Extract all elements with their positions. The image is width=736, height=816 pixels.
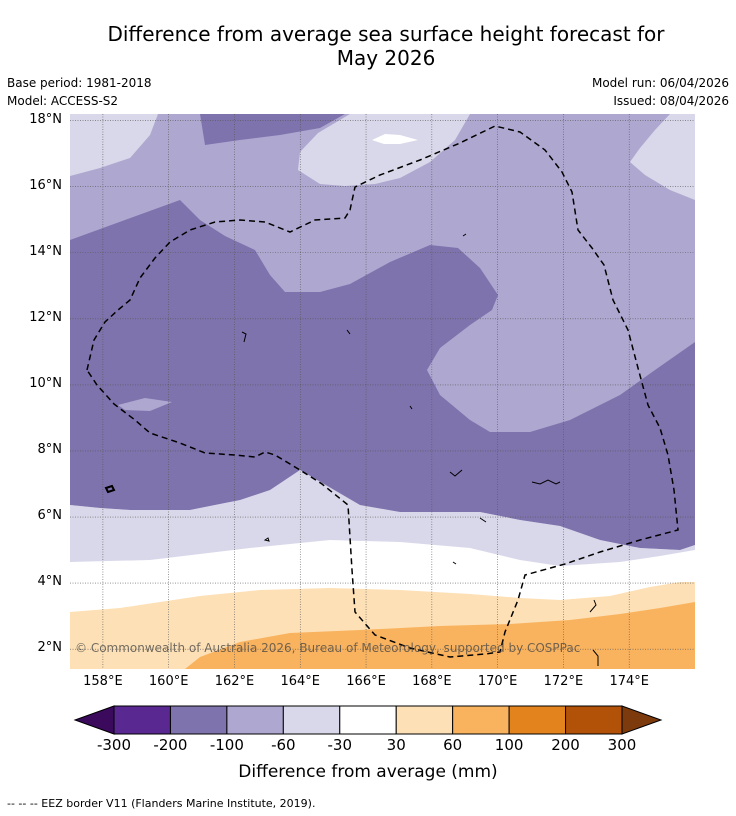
lon-label: 168°E <box>412 674 452 689</box>
island-12 <box>462 233 467 237</box>
lon-label: 166°E <box>346 674 386 689</box>
lon-label: 164°E <box>280 674 321 689</box>
islands <box>104 233 599 666</box>
eez-border <box>86 125 679 658</box>
title-line-2: May 2026 <box>336 46 436 70</box>
title-line-1: Difference from average sea surface heig… <box>107 22 665 46</box>
map-grid <box>70 114 695 669</box>
colorbar-tick: 30 <box>386 736 406 754</box>
copyright-notice: © Commonwealth of Australia 2026, Bureau… <box>75 641 581 655</box>
colorbar-cell <box>226 705 284 735</box>
island-5 <box>531 479 561 485</box>
lat-label: 10°N <box>29 375 62 391</box>
region-light-top-middle <box>298 114 470 186</box>
colorbar-tick: -30 <box>327 736 353 754</box>
region-white-fleck <box>372 134 418 144</box>
colorbar-low-extend <box>73 705 115 735</box>
region-light-top-left <box>70 114 158 176</box>
map-title: Difference from average sea surface heig… <box>60 22 712 70</box>
meta-left: Base period: 1981-2018 Model: ACCESS-S2 <box>7 74 152 110</box>
eez-footnote: -- -- -- EEZ border V11 (Flanders Marine… <box>7 797 316 810</box>
lat-label: 2°N <box>37 640 63 656</box>
lon-label: 158°E <box>83 674 123 689</box>
lat-label: 14°N <box>29 243 62 259</box>
island-1 <box>104 484 116 494</box>
colorbar-cell <box>508 705 567 735</box>
colorbar-tick: 300 <box>607 736 637 754</box>
lon-label: 172°E <box>543 674 584 689</box>
colorbar-cell <box>395 705 454 735</box>
lat-label: 4°N <box>37 574 63 590</box>
colorbar-tick: -100 <box>209 736 244 754</box>
map-area <box>70 114 695 669</box>
region-purple-top <box>200 114 345 145</box>
island-7 <box>479 517 487 523</box>
issued-date: Issued: 08/04/2026 <box>613 94 729 108</box>
region-lavender-fleck <box>118 398 172 411</box>
colorbar-cell <box>452 705 510 735</box>
island-2 <box>263 537 270 542</box>
base-period: Base period: 1981-2018 <box>7 76 152 90</box>
lon-label: 160°E <box>148 674 189 689</box>
colorbar-cells <box>113 705 623 735</box>
colorbar-tick: 100 <box>494 736 524 754</box>
island-10 <box>592 649 599 666</box>
colorbar-cell <box>113 705 171 735</box>
lat-label: 6°N <box>37 508 63 524</box>
lat-label: 8°N <box>37 441 63 457</box>
colorbar-tick: 60 <box>443 736 463 754</box>
lat-label: 18°N <box>29 111 62 127</box>
lon-label: 174°E <box>609 674 649 689</box>
island-8 <box>452 561 457 565</box>
meta-right: Model run: 06/04/2026 Issued: 08/04/2026 <box>592 74 729 110</box>
colorbar-tick: -60 <box>271 736 296 754</box>
region-purple-main <box>70 200 695 550</box>
colorbar-tick: -300 <box>96 736 132 754</box>
colorbar-title: Difference from average (mm) <box>238 762 498 782</box>
region-orange-band <box>185 602 695 669</box>
colorbar-cell <box>565 705 623 735</box>
colorbar-high-extend <box>621 705 663 735</box>
colorbar <box>73 705 663 735</box>
colorbar-tick: 200 <box>551 736 580 754</box>
colorbar-cell <box>282 705 341 735</box>
colorbar-cell <box>339 705 397 735</box>
lat-label: 16°N <box>29 177 62 193</box>
colorbar-cell <box>169 705 228 735</box>
colorbar-tick: -200 <box>153 736 188 754</box>
lon-label: 162°E <box>214 674 255 689</box>
island-4 <box>346 329 351 335</box>
island-11 <box>409 405 413 410</box>
region-light-top-right <box>630 114 695 200</box>
model-name: Model: ACCESS-S2 <box>7 94 119 108</box>
island-6 <box>449 469 463 477</box>
lon-label: 170°E <box>477 674 518 689</box>
island-3 <box>241 331 247 343</box>
model-run: Model run: 06/04/2026 <box>591 76 729 90</box>
lat-label: 12°N <box>29 309 62 325</box>
island-9 <box>589 599 597 613</box>
